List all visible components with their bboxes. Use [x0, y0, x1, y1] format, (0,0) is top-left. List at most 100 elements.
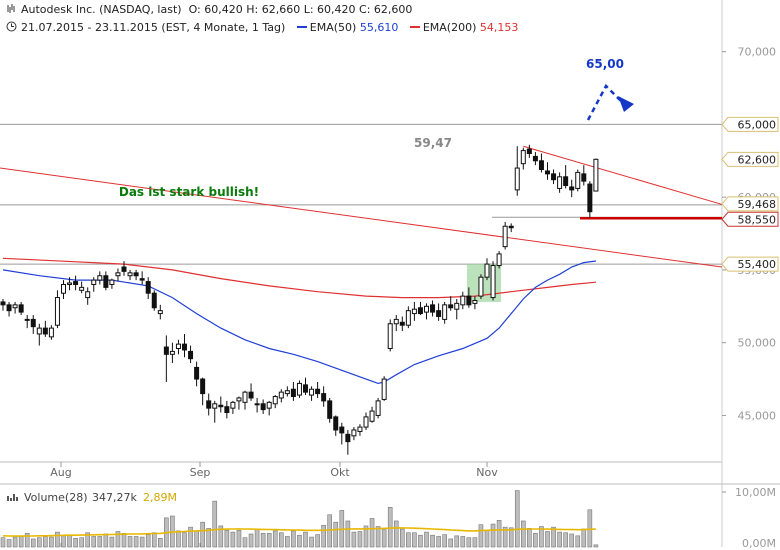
candle-body [321, 393, 327, 402]
candle-body [369, 410, 375, 422]
level-label: 59,47 [414, 136, 452, 150]
candle-body [405, 310, 411, 326]
candle-body [42, 327, 48, 335]
volume-bar [49, 536, 54, 548]
candle-body [593, 158, 599, 192]
candle-body [472, 299, 478, 304]
volume-bar [527, 528, 532, 548]
y-tick-label: 50,000 [738, 337, 777, 350]
volume-y-label-top: 10,00M [735, 486, 776, 499]
y-tick-label: 45,000 [738, 409, 777, 422]
volume-bar [97, 536, 103, 548]
candle-body [399, 321, 405, 326]
volume-bar [454, 535, 460, 548]
candle-body [508, 225, 514, 229]
candle-body [48, 327, 54, 338]
candle-body [218, 404, 224, 408]
candle-body [296, 382, 302, 396]
volume-bar [309, 536, 314, 548]
volume-value: 347,27k [92, 491, 137, 504]
candle-body [514, 167, 520, 191]
volume-bar [266, 533, 272, 548]
volume-label: Volume(28) [24, 491, 88, 504]
candle-body [327, 400, 333, 419]
volume-bar [442, 534, 447, 548]
price-tag-label: 59,468 [738, 198, 777, 211]
volume-bar [436, 536, 441, 548]
candle-body [520, 150, 526, 165]
volume-bar [272, 530, 278, 548]
candle-body [0, 301, 6, 306]
candle-body [424, 305, 429, 313]
candle-body [478, 276, 484, 297]
volume-icon-bar [16, 497, 18, 501]
volume-bar [520, 520, 526, 548]
volume-bar [575, 535, 581, 548]
ema50-line [2, 260, 596, 385]
candle-body [163, 346, 169, 355]
ema200-label: EMA(200) [422, 21, 477, 34]
price-tag-label: 58,550 [738, 213, 777, 226]
volume-bar [248, 533, 254, 548]
candle-body [345, 433, 351, 443]
volume-bar [0, 537, 6, 548]
price-tag-box [721, 116, 779, 132]
volume-bar [502, 526, 508, 548]
volume-bar [345, 520, 351, 548]
candle-body [466, 295, 472, 306]
candle-body [411, 308, 417, 315]
candle-body [36, 327, 42, 335]
volume-bar [327, 514, 333, 548]
candle-body [538, 160, 544, 171]
candle-body [79, 286, 85, 291]
volume-bar [200, 521, 205, 548]
candle-body [260, 403, 266, 411]
candle-body [182, 343, 187, 351]
candle-body [436, 310, 442, 317]
volume-bar [357, 531, 363, 548]
candle-body [351, 429, 357, 437]
volume-bar [587, 509, 593, 548]
candle-body [490, 265, 496, 299]
candle-body [460, 295, 466, 306]
candle-body [188, 350, 194, 360]
candle-body [442, 304, 448, 320]
candle-body [175, 343, 181, 349]
volume-bar [490, 523, 496, 548]
price-tag-box [721, 256, 779, 272]
volume-bar [115, 531, 121, 548]
date-range: 21.07.2015 - 23.11.2015 (EST, 4 Monate, … [21, 21, 286, 34]
header-line-1: Autodesk Inc. (NASDAQ, last) O: 60,420 H… [6, 3, 412, 16]
candle-body [121, 266, 127, 272]
volume-bar [285, 536, 290, 548]
volume-bar [127, 536, 133, 548]
volume-bar [278, 532, 284, 548]
candle-body [145, 281, 151, 294]
target-label: 65,00 [586, 57, 624, 71]
candle-body [545, 170, 550, 175]
candle-body [73, 281, 79, 285]
candle-body [357, 426, 363, 432]
candle-body [557, 176, 563, 189]
volume-bar [369, 518, 375, 548]
candle-body [200, 378, 206, 395]
candle-body [242, 391, 248, 403]
volume-bar [85, 532, 90, 548]
candle-body [496, 253, 502, 267]
candle-body [24, 318, 30, 321]
volume-y-label-bottom: 0,00M [742, 537, 776, 550]
candle-body [6, 304, 12, 312]
volume-bar [176, 530, 181, 548]
volume-bar [557, 531, 562, 548]
volume-bar [230, 531, 236, 548]
candle-body [278, 391, 284, 399]
price-tag-label: 55,400 [738, 258, 777, 271]
volume-bar [24, 533, 30, 548]
candle-body [206, 400, 212, 409]
ema50-label: EMA(50) [309, 21, 357, 34]
volume-icon-bar [10, 498, 12, 501]
candle-body [375, 400, 381, 416]
bullish-annotation: Das ist stark bullish! [119, 185, 259, 199]
ohlc-values: O: 60,420 H: 62,660 L: 60,420 C: 62,600 [188, 3, 413, 16]
price-tag-box [721, 151, 779, 167]
